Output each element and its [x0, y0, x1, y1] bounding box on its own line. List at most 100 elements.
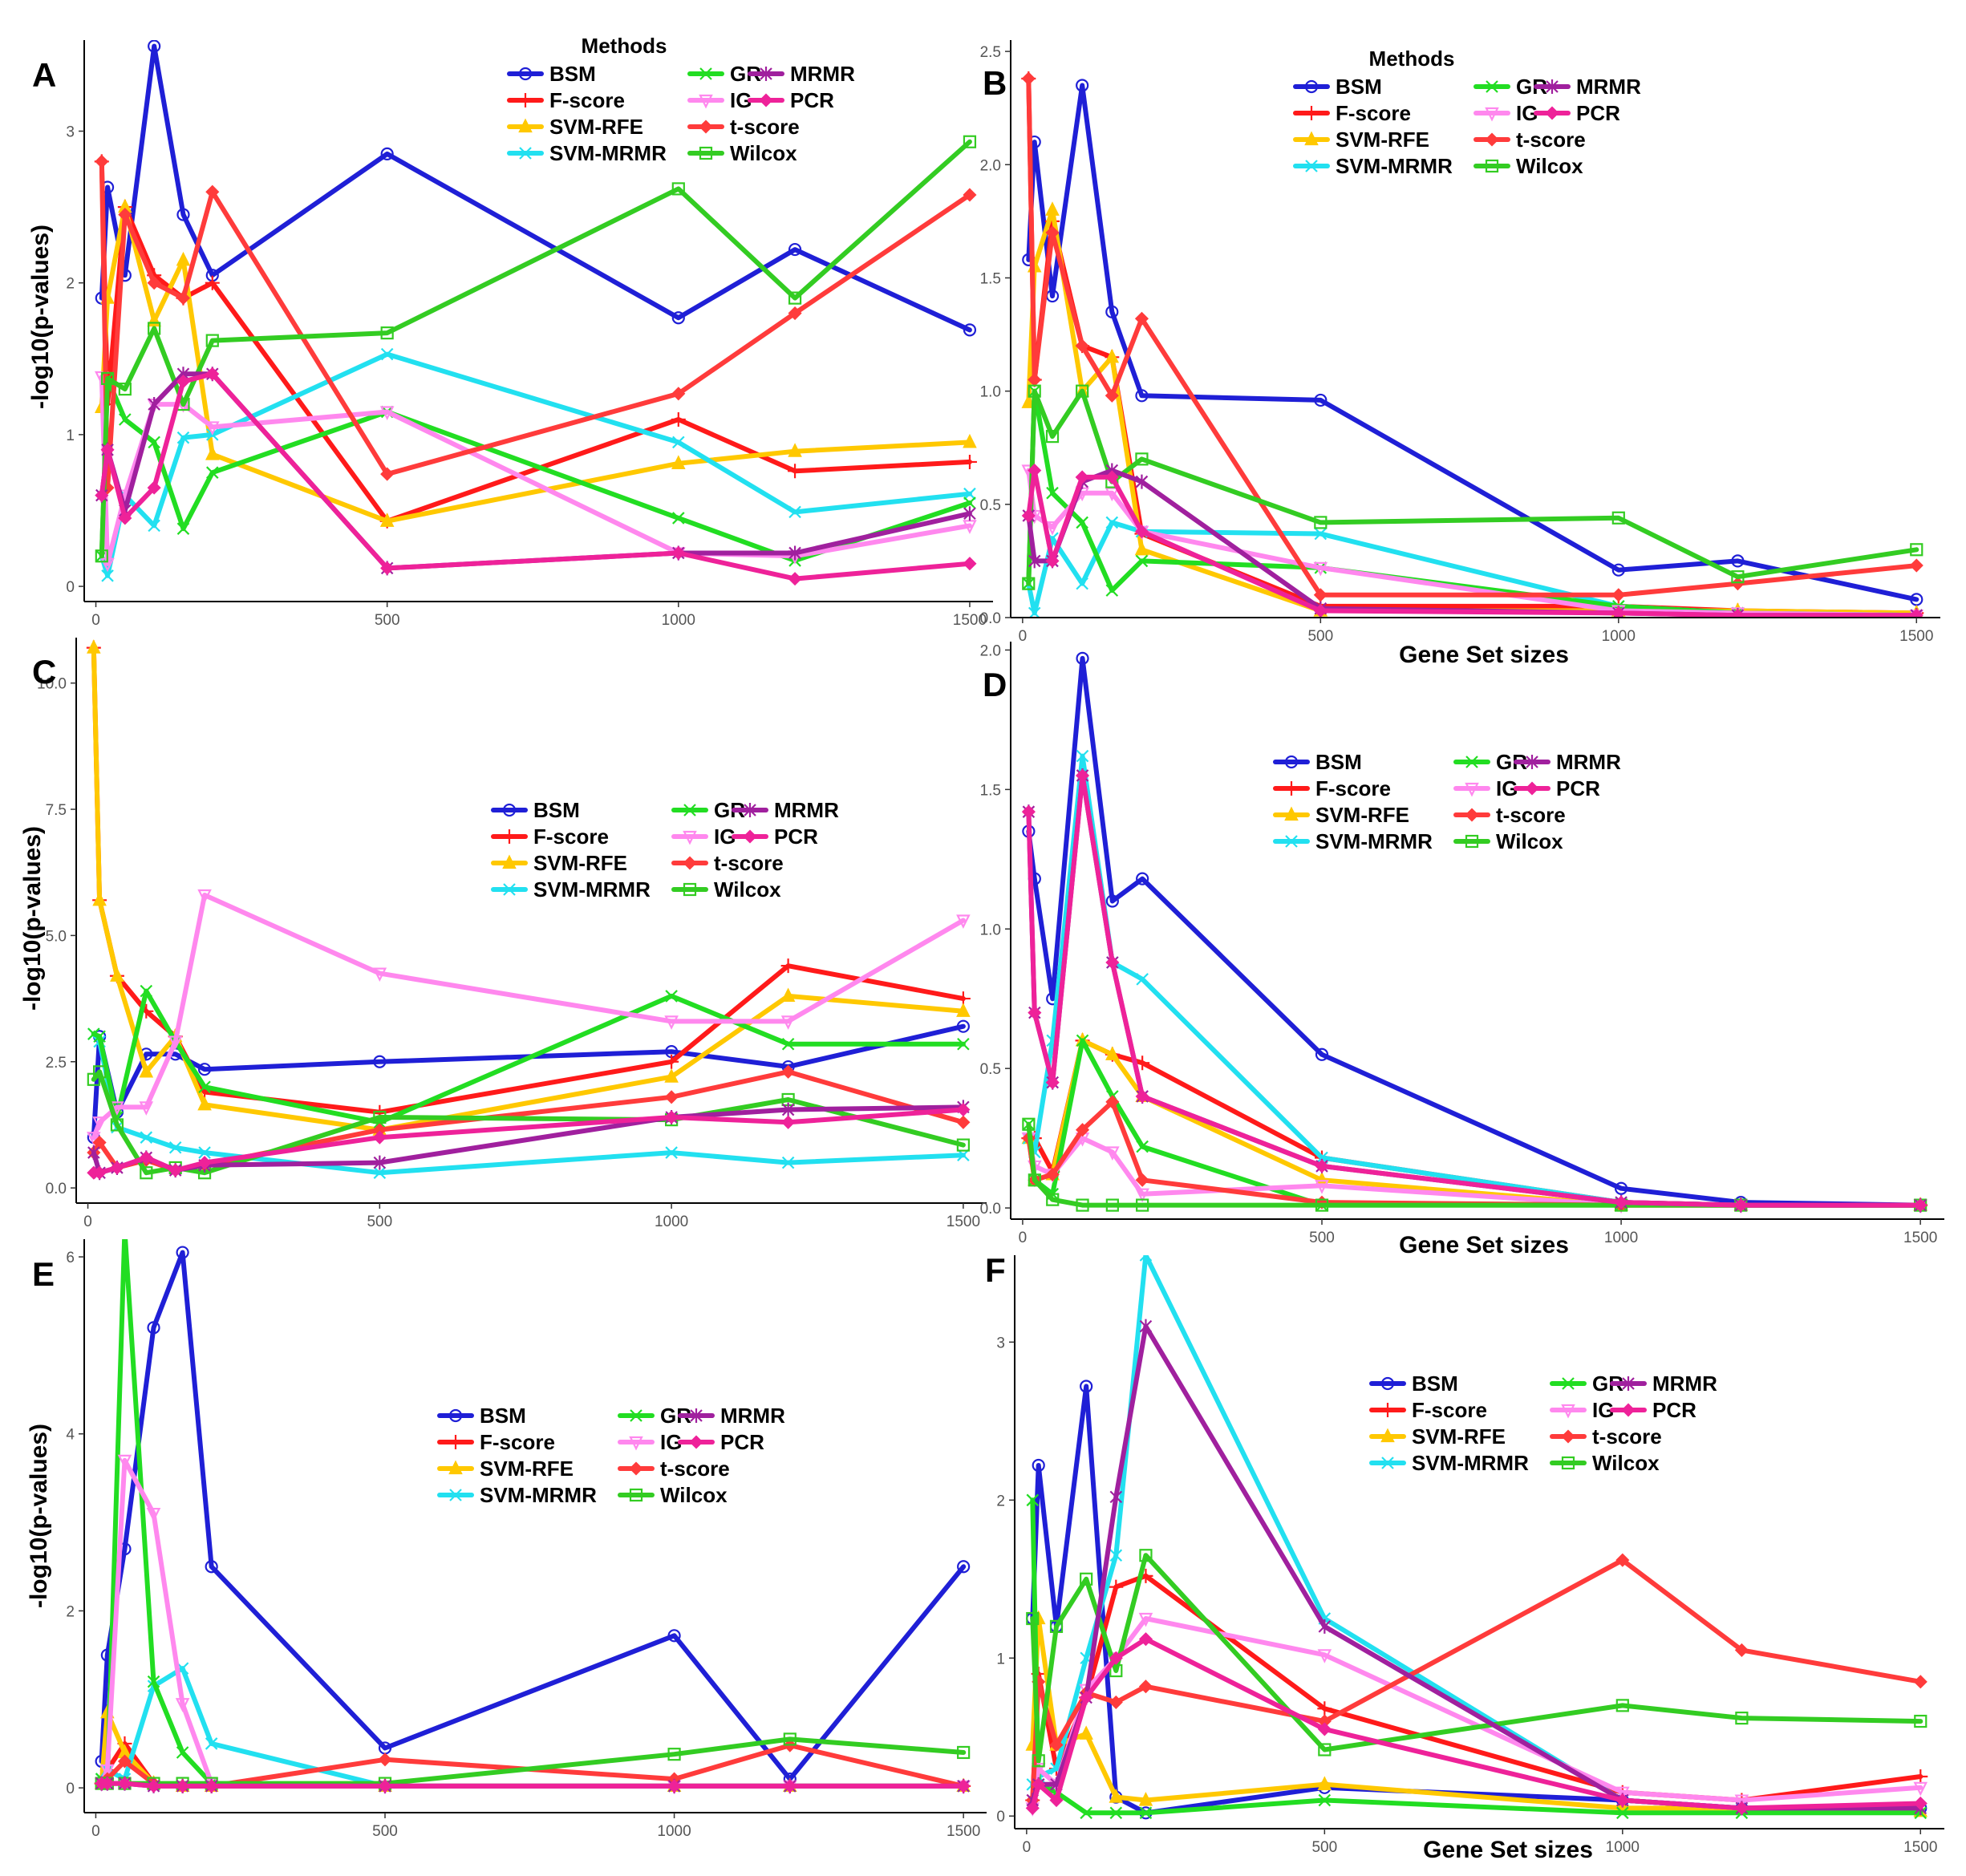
- panel-e-legend-svm-mrmr: SVM-MRMR: [437, 1483, 597, 1507]
- panel-e-point-ig: [100, 1764, 115, 1779]
- panel-a-point-t-score: [963, 188, 977, 202]
- panel-f-point-pcr: [1734, 1801, 1749, 1815]
- panel-c-point-wilcox: [93, 1065, 107, 1079]
- panel-e-legend-bsm-marker: [448, 1408, 463, 1423]
- panel-a-legend-mrmr-marker: [760, 67, 772, 81]
- panel-d: 0 500 1000 1500 0.0 0.5 1.0 1.5 2.0 D Gene Set s…: [980, 642, 1944, 1258]
- panel-a-point-pcr: [118, 511, 132, 525]
- panel-e-point-pcr: [146, 1779, 161, 1793]
- panel-e-series-wilcox: [95, 1732, 971, 1790]
- panel-d-point-t-score: [1075, 1123, 1090, 1137]
- panel-b-series-gr: [1022, 384, 1923, 618]
- panel-a-legend-pcr-label: PCR: [790, 88, 834, 112]
- panel-b-line-gr: [1026, 388, 1919, 618]
- panel-a-point-svm-rfe: [379, 513, 395, 527]
- panel-e-legend-pcr-label: PCR: [720, 1430, 764, 1454]
- panel-a-point-mrmr: [963, 506, 976, 521]
- panel-b-legend-t-score-marker: [1485, 132, 1499, 147]
- panel-d-point-wilcox: [1105, 1198, 1119, 1212]
- panel-f-series: [1025, 1255, 1928, 1820]
- panel-f-point-pcr: [1079, 1690, 1093, 1705]
- panel-e-series-bsm: [95, 1246, 971, 1786]
- panel-e-label: E: [32, 1255, 55, 1293]
- panel-f-line-ig: [1030, 1616, 1923, 1811]
- panel-a-point-pcr: [788, 572, 802, 586]
- panel-d-legend-gr-marker: [1465, 756, 1478, 768]
- panel-e-legend-ig-marker: [629, 1436, 643, 1451]
- panel-c-legend-mrmr-marker: [744, 803, 756, 817]
- panel-b-point-pcr: [1611, 606, 1626, 618]
- panel-f-point-pcr: [1032, 1777, 1046, 1792]
- panel-a-point-bsm: [380, 147, 394, 160]
- panel-c-point-pcr: [781, 1115, 796, 1129]
- panel-b-xlabel: Gene Set sizes: [1399, 642, 1569, 668]
- panel-f-point-wilcox: [1080, 1572, 1093, 1586]
- panel-f-point-svm-mrmr: [1109, 1549, 1123, 1562]
- panel-c-x-tick-label: 1000: [655, 1214, 688, 1230]
- panel-e-legend-t-score-label: t-score: [660, 1457, 730, 1481]
- panel-e-legend-svm-mrmr-marker: [449, 1489, 462, 1501]
- panel-a-legend-svm-mrmr-marker: [519, 147, 532, 160]
- panel-b-y-tick-label: 0.5: [980, 497, 1001, 514]
- panel-a-legend-bsm: BSM: [507, 62, 596, 86]
- panel-a-point-wilcox: [205, 334, 219, 347]
- panel-c-legend-svm-mrmr-label: SVM-MRMR: [533, 877, 651, 902]
- panel-f-point-ig: [1138, 1612, 1153, 1627]
- panel-c-point-bsm: [197, 1063, 212, 1076]
- panel-b-point-bsm: [1731, 554, 1745, 568]
- panel-b-point-t-score: [1909, 558, 1923, 573]
- panel-b-series-pcr: [1021, 463, 1923, 618]
- panel-f-point-ig: [1913, 1781, 1928, 1797]
- panel-b-point-pcr: [1313, 603, 1328, 618]
- panel-c-point-bsm: [956, 1019, 970, 1033]
- panel-d-point-pcr: [1045, 1076, 1060, 1090]
- panel-c-line-pcr: [91, 1107, 966, 1176]
- panel-a-point-pcr: [671, 545, 686, 561]
- panel-f-legend-ig: IG: [1550, 1398, 1614, 1422]
- panel-c-line-wilcox: [91, 1069, 966, 1176]
- panel-a-legend-pcr-marker: [759, 93, 773, 107]
- panel-e-point-pcr: [117, 1777, 132, 1791]
- panel-c-point-ig: [956, 914, 971, 929]
- panel-a-legend-wilcox-label: Wilcox: [730, 141, 797, 165]
- panel-e-point-bsm: [205, 1560, 218, 1574]
- panel-b-point-svm-rfe: [1021, 394, 1036, 408]
- panel-a-line-pcr: [99, 371, 972, 581]
- panel-f-point-ig: [1317, 1649, 1332, 1663]
- panel-f-point-gr: [1026, 1493, 1040, 1507]
- panel-d-point-wilcox: [1046, 1193, 1060, 1206]
- panel-a-point-t-score: [380, 467, 395, 481]
- panel-b-legend-t-score-label: t-score: [1516, 128, 1586, 152]
- panel-f-legend-bsm-marker: [1380, 1376, 1395, 1391]
- panel-f-legend-svm-rfe: SVM-RFE: [1369, 1424, 1506, 1449]
- panel-e-line-gr: [99, 1239, 967, 1789]
- panel-f-point-t-score: [1049, 1738, 1064, 1752]
- panel-b-legend-svm-rfe-label: SVM-RFE: [1336, 128, 1429, 152]
- panel-c-legend-f-score: F-score: [491, 825, 609, 849]
- panel-a-point-bsm: [148, 40, 161, 53]
- panel-b-point-gr: [1105, 584, 1119, 597]
- panel-d-point-gr: [1136, 1140, 1149, 1153]
- panel-b-series-svm-rfe: [1021, 201, 1923, 618]
- panel-a-point-wilcox: [963, 135, 977, 148]
- panel-c: 0 500 1000 1500 0.0 2.5 5.0 7.5 10.0 C -log10(p-…: [19, 638, 987, 1230]
- panel-f-x-tick-label: 0: [1023, 1839, 1032, 1856]
- panel-b-legend-title: Methods: [1369, 47, 1455, 71]
- panel-b-point-ig: [1105, 487, 1120, 502]
- panel-b-y-tick-label: 0.0: [980, 610, 1001, 627]
- panel-a-point-mrmr: [788, 545, 801, 561]
- panel-e-legend-bsm-label: BSM: [480, 1404, 526, 1428]
- panel-f-point-pcr: [1913, 1796, 1927, 1811]
- panel-c-y-tick-label: 7.5: [46, 802, 67, 819]
- panel-f-series-pcr: [1025, 1632, 1927, 1815]
- panel-a-legend-t-score: t-score: [687, 115, 800, 139]
- panel-c-point-gr: [957, 1037, 970, 1051]
- panel-a-legend-bsm-marker: [518, 67, 533, 81]
- panel-a-point-wilcox: [95, 549, 108, 563]
- panel-e-x-tick-label: 500: [372, 1823, 398, 1840]
- panel-f-point-mrmr: [1318, 1619, 1332, 1634]
- panel-b-point-ig: [1313, 561, 1328, 577]
- panel-c-point-ig: [780, 1015, 796, 1030]
- panel-f-point-t-score: [1138, 1679, 1153, 1694]
- panel-f-y-tick-label: 1: [996, 1651, 1005, 1667]
